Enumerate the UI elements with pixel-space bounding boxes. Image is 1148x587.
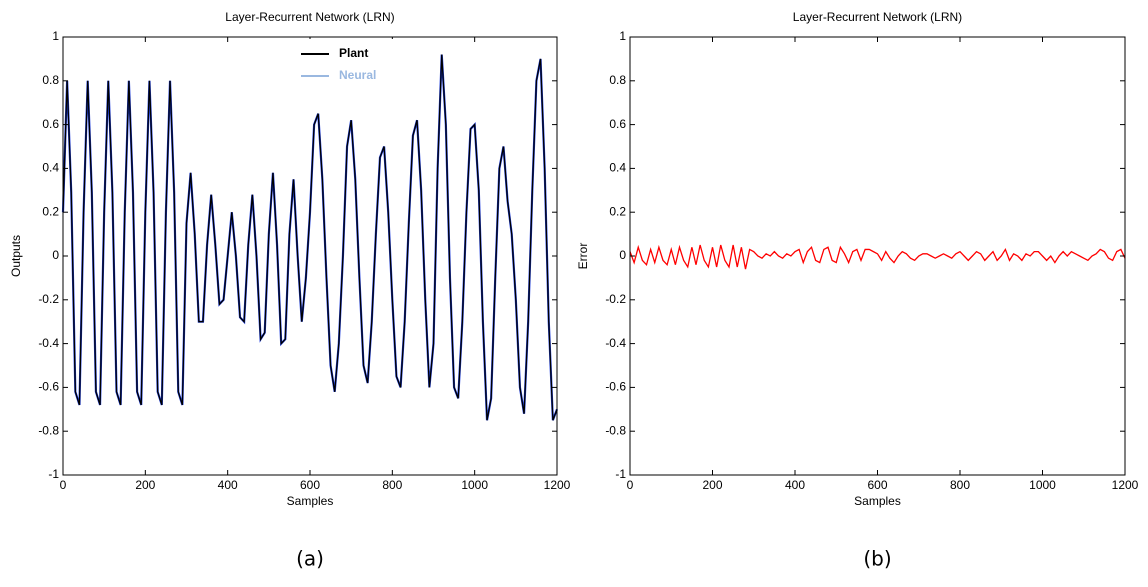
- x-tick-label: 1200: [544, 478, 571, 492]
- series-line: [629, 244, 1126, 270]
- x-tick-label: 200: [135, 478, 155, 492]
- x-axis-label: Samples: [287, 494, 334, 508]
- y-tick-label: 0: [52, 248, 59, 262]
- y-tick-label: 0.6: [42, 117, 59, 131]
- chart-title: Layer-Recurrent Network (LRN): [793, 10, 962, 24]
- y-tick-label: -0.4: [38, 336, 59, 350]
- y-tick-label: -0.6: [605, 380, 626, 394]
- legend-label: Neural: [339, 68, 376, 82]
- y-axis-label: Error: [576, 243, 590, 270]
- x-tick-label: 0: [627, 478, 634, 492]
- x-tick-label: 800: [950, 478, 970, 492]
- x-tick-label: 800: [382, 478, 402, 492]
- y-tick-label: -1: [615, 467, 626, 481]
- x-axis-label: Samples: [854, 494, 901, 508]
- y-tick-label: -0.6: [38, 380, 59, 394]
- x-tick-label: 400: [785, 478, 805, 492]
- y-tick-label: 0.6: [609, 117, 626, 131]
- y-tick-label: 0.4: [609, 161, 626, 175]
- y-tick-label: 0.2: [42, 204, 59, 218]
- y-tick-label: 0.4: [42, 161, 59, 175]
- y-tick-label: -0.2: [605, 292, 626, 306]
- plot-area: [63, 37, 557, 475]
- y-tick-label: 0.8: [42, 73, 59, 87]
- x-tick-label: 400: [218, 478, 238, 492]
- x-tick-label: 1200: [1112, 478, 1139, 492]
- y-tick-label: 1: [52, 29, 59, 43]
- x-tick-label: 1000: [461, 478, 488, 492]
- chart-title: Layer-Recurrent Network (LRN): [225, 10, 394, 24]
- legend-box: [293, 39, 403, 89]
- y-tick-label: -0.4: [605, 336, 626, 350]
- x-tick-label: 1000: [1029, 478, 1056, 492]
- y-tick-label: -0.8: [605, 423, 626, 437]
- y-tick-label: 0.8: [609, 73, 626, 87]
- y-tick-label: 1: [619, 29, 626, 43]
- x-tick-label: 0: [60, 478, 67, 492]
- y-tick-label: 0: [619, 248, 626, 262]
- panel-label: (a): [296, 547, 324, 571]
- legend-label: Plant: [339, 46, 368, 60]
- y-tick-label: -0.8: [38, 423, 59, 437]
- x-tick-label: 600: [300, 478, 320, 492]
- y-tick-label: 0.2: [609, 204, 626, 218]
- x-tick-label: 600: [867, 478, 887, 492]
- y-tick-label: -1: [48, 467, 59, 481]
- y-axis-label: Outputs: [9, 235, 23, 277]
- series-line: [62, 54, 558, 421]
- panel-label: (b): [863, 547, 891, 571]
- y-tick-label: -0.2: [38, 292, 59, 306]
- x-tick-label: 200: [702, 478, 722, 492]
